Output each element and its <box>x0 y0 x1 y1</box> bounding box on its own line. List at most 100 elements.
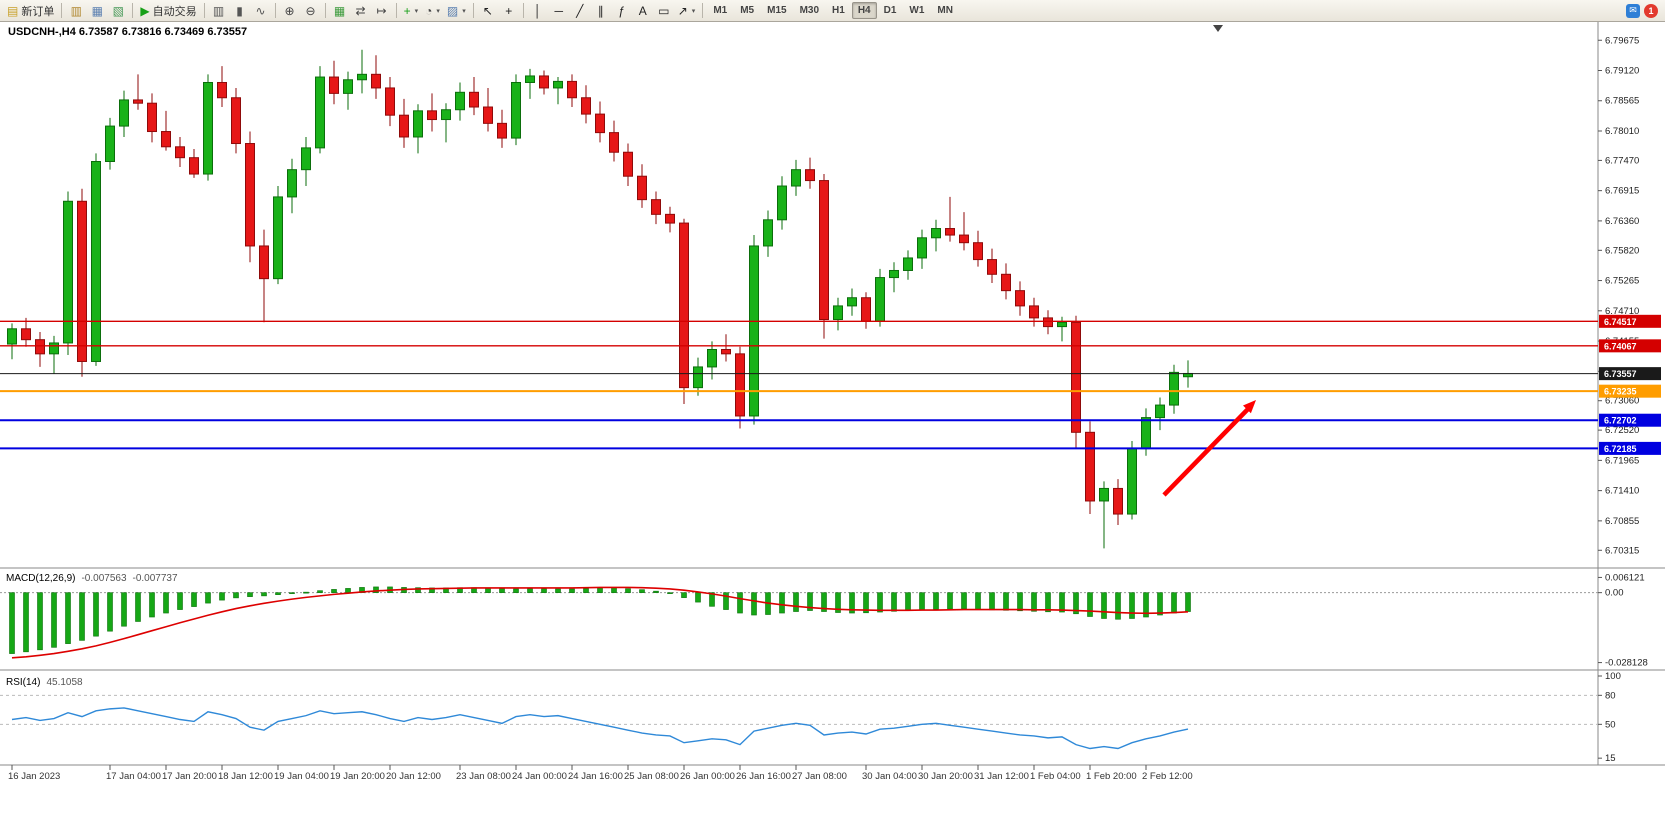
macd-histogram-bar <box>191 592 197 607</box>
time-axis-label: 24 Jan 16:00 <box>568 771 623 782</box>
fibonacci-button[interactable]: ƒ <box>612 2 632 20</box>
rsi-axis-label: 15 <box>1605 753 1616 764</box>
bar-chart-button[interactable]: ▥ <box>209 2 229 20</box>
indicators-button[interactable]: + ▾ <box>401 2 422 20</box>
line-chart-button[interactable]: ∿ <box>251 2 271 20</box>
toolbar-separator <box>203 3 205 18</box>
candle <box>553 80 563 89</box>
candle <box>1057 321 1067 328</box>
data-window-button[interactable]: ▦ <box>87 2 107 20</box>
price-axis-label: 6.75265 <box>1605 276 1639 287</box>
macd-histogram-bar <box>597 587 603 593</box>
macd-histogram-bar <box>835 592 841 613</box>
candle <box>1029 305 1039 319</box>
price-tag <box>1599 384 1661 398</box>
community-icon[interactable]: ✉ <box>1626 3 1640 18</box>
macd-histogram-bar <box>65 592 71 644</box>
trendline-button[interactable]: ╱ <box>570 2 590 20</box>
price-tag-label: 6.72185 <box>1604 444 1637 454</box>
arrows-button[interactable]: ↗ ▾ <box>675 2 699 20</box>
candle <box>707 348 717 368</box>
candle <box>1085 431 1095 502</box>
candle <box>595 113 605 134</box>
chart-shift-button[interactable]: ↦ <box>372 2 392 20</box>
timeframe-m15-button[interactable]: M15 <box>767 5 787 16</box>
candle <box>1043 317 1053 328</box>
periods-button[interactable]: ◔ ▾ <box>422 2 443 20</box>
cursor-button[interactable]: ↖ <box>478 2 498 20</box>
market-watch-icon: ▥ <box>70 3 83 18</box>
candle <box>833 305 843 321</box>
candle <box>133 99 143 104</box>
templates-button[interactable]: ▨ ▾ <box>444 2 469 20</box>
zoom-in-button[interactable]: ⊕ <box>280 2 300 20</box>
time-axis-label: 17 Jan 04:00 <box>106 771 161 782</box>
auto-scroll-icon: ⇄ <box>355 3 366 18</box>
macd-histogram-bar <box>289 592 295 594</box>
price-axis-label: 6.72520 <box>1605 425 1639 436</box>
new-order-button[interactable]: ▤ 新订单 <box>4 2 57 20</box>
auto-scroll-button[interactable]: ⇄ <box>351 2 371 20</box>
price-axis-label: 6.76915 <box>1605 186 1639 197</box>
macd-histogram-bar <box>849 592 855 614</box>
price-axis-label: 6.70855 <box>1605 516 1639 527</box>
macd-histogram-bar <box>611 587 617 593</box>
crosshair-button[interactable]: + <box>499 2 519 20</box>
candle <box>343 79 353 94</box>
price-tag-label: 6.74517 <box>1604 317 1637 327</box>
macd-histogram-bar <box>541 588 547 593</box>
macd-histogram-bar <box>961 592 967 610</box>
timeframe-m1-button[interactable]: M1 <box>713 5 728 16</box>
macd-histogram-bar <box>331 589 337 593</box>
autotrading-label: 自动交易 <box>152 5 197 18</box>
candle <box>1127 448 1137 515</box>
macd-histogram-bar <box>1171 592 1177 614</box>
timeframe-h1-button[interactable]: H1 <box>832 5 845 16</box>
price-tag-label: 6.74067 <box>1604 341 1637 351</box>
toolbar-separator <box>395 3 397 18</box>
macd-axis-label: 0.00 <box>1605 588 1624 599</box>
text-label-button[interactable]: ▭ <box>654 2 674 20</box>
macd-histogram-bar <box>93 592 99 637</box>
candle <box>119 99 129 127</box>
market-watch-button[interactable]: ▥ <box>66 2 86 20</box>
timeframe-w1-button[interactable]: W1 <box>909 5 925 16</box>
navigator-button[interactable]: ▧ <box>108 2 128 20</box>
candlestick-chart-button[interactable]: ▮ <box>230 2 250 20</box>
candle <box>777 185 787 221</box>
timeframe-h4-button[interactable]: H4 <box>851 2 877 19</box>
macd-histogram-bar <box>205 592 211 604</box>
text-button[interactable]: A <box>633 2 653 20</box>
autotrading-button[interactable]: ▶ 自动交易 <box>137 2 199 20</box>
toolbar-separator <box>324 3 326 18</box>
candlestick-chart-icon: ▮ <box>236 3 243 18</box>
macd-histogram-bar <box>793 592 799 612</box>
tile-windows-button[interactable]: ▦ <box>330 2 350 20</box>
trend-arrow[interactable] <box>1162 407 1250 497</box>
macd-axis-label: 0.006121 <box>1605 572 1645 583</box>
chart-area[interactable]: 6.79675 6.79120 6.78565 6.78010 6.77470 6.769… <box>0 22 1665 833</box>
macd-histogram-bar <box>723 592 729 610</box>
timeframe-m30-button[interactable]: M30 <box>799 5 820 16</box>
timeframe-m5-button[interactable]: M5 <box>740 5 755 16</box>
zoom-out-button[interactable]: ⊖ <box>301 2 321 20</box>
candle <box>455 91 465 111</box>
equidistant-channel-button[interactable]: ∥ <box>591 2 611 20</box>
macd-histogram-bar <box>681 592 687 598</box>
timeframe-d1-button[interactable]: D1 <box>883 5 897 16</box>
candle <box>413 110 423 138</box>
timeframe-mn-button[interactable]: MN <box>937 5 953 16</box>
candle <box>217 81 227 99</box>
notification-badge[interactable]: 1 <box>1644 3 1658 18</box>
macd-histogram-bar <box>37 592 43 651</box>
macd-histogram-bar <box>247 592 253 597</box>
vertical-line-button[interactable]: │ <box>528 2 548 20</box>
macd-histogram-bar <box>1045 592 1051 613</box>
dropdown-caret-icon: ▾ <box>436 7 440 15</box>
chart-window[interactable]: 6.79675 6.79120 6.78565 6.78010 6.77470 6.769… <box>0 22 1665 833</box>
candle <box>679 222 689 389</box>
toolbar-separator <box>274 3 276 18</box>
price-axis-label: 6.74710 <box>1605 306 1639 317</box>
horizontal-line-button[interactable]: ─ <box>549 2 569 20</box>
price-axis-label: 6.73060 <box>1605 396 1639 407</box>
